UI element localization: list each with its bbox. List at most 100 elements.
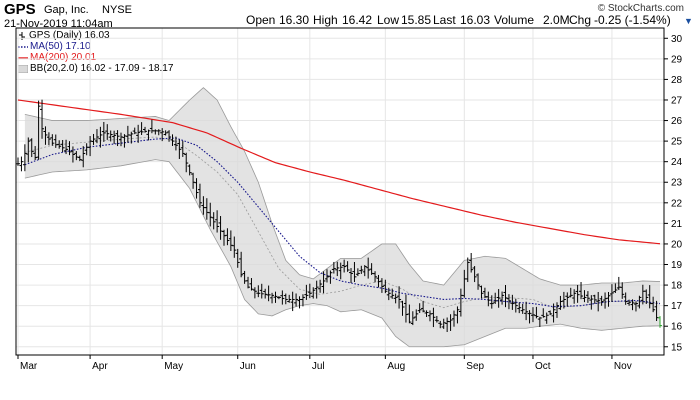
price-bar [520, 303, 525, 314]
price-bar [424, 310, 429, 318]
price-bar [91, 133, 96, 145]
price-bar [50, 134, 55, 146]
price-bar [644, 289, 649, 305]
chg-down-arrow-icon: ▼ [684, 16, 693, 26]
price-bar [503, 285, 508, 308]
price-bar [469, 252, 474, 273]
price-bar [579, 282, 584, 300]
price-bar [414, 309, 419, 321]
y-tick-label: 18 [671, 281, 683, 292]
price-bar [537, 316, 542, 328]
price-bar [328, 270, 333, 284]
price-bar [524, 301, 529, 321]
price-bar [105, 124, 110, 140]
price-bar [345, 261, 350, 272]
price-bar [555, 302, 560, 318]
price-bar [115, 130, 120, 147]
price-bar [527, 310, 532, 324]
bollinger-middle-line [24, 136, 661, 309]
y-tick-label: 23 [671, 178, 683, 189]
change-label: Chg [569, 13, 592, 27]
price-bar [184, 152, 189, 173]
price-bar [170, 134, 175, 146]
price-bar [324, 269, 329, 283]
price-bar [77, 155, 82, 162]
price-bar [29, 138, 34, 158]
price-bar [479, 285, 484, 299]
price-bar [215, 210, 220, 233]
legend-item-ma200: MA(200) 20.01 [18, 52, 173, 63]
change-value: -0.25 (-1.54%) [594, 13, 671, 27]
price-bar [359, 265, 364, 274]
price-bar [81, 146, 86, 168]
price-bar [19, 156, 24, 172]
price-bar [623, 292, 628, 305]
price-bar [400, 300, 405, 316]
price-bar [496, 289, 501, 308]
price-bar [658, 316, 662, 328]
price-bar [112, 130, 117, 144]
price-bar [146, 129, 151, 141]
price-bar [108, 130, 113, 142]
price-bar [613, 283, 618, 293]
price-bar [276, 296, 281, 300]
legend-item-bb: BB(20,2.0) 16.02 - 17.09 - 18.17 [18, 63, 173, 74]
price-bar [530, 307, 535, 323]
price-bar [342, 259, 347, 273]
price-bar [287, 294, 292, 303]
price-bar [476, 273, 481, 290]
price-bar [410, 311, 415, 326]
price-bar [352, 262, 357, 283]
price-bar [510, 294, 515, 310]
price-bar [589, 295, 594, 310]
price-bar [67, 141, 72, 156]
price-bar [283, 293, 288, 305]
price-bar [599, 295, 604, 306]
price-bar [609, 284, 614, 302]
price-bar [472, 266, 477, 283]
price-bar [565, 292, 570, 307]
high-label: High [313, 13, 338, 27]
price-bar [294, 293, 299, 307]
price-bar [465, 257, 470, 283]
price-bar [43, 126, 48, 145]
price-bar [273, 291, 278, 303]
price-bar [627, 299, 632, 306]
price-bar [290, 291, 295, 312]
price-bar [493, 292, 498, 304]
price-bar [280, 290, 285, 305]
price-bar [225, 228, 230, 246]
price-bar [64, 139, 69, 155]
price-bar [407, 304, 412, 324]
price-bar [232, 236, 237, 258]
price-bar [417, 303, 422, 313]
price-bar [431, 307, 436, 328]
last-label: Last [433, 13, 456, 27]
price-bar [167, 130, 172, 142]
ma50-line [24, 137, 661, 308]
price-bar [575, 285, 580, 303]
price-bar [300, 294, 305, 307]
price-bar [513, 298, 518, 313]
price-bar [180, 140, 185, 157]
price-bar [173, 136, 178, 151]
price-bar [194, 178, 199, 199]
price-bar [585, 291, 590, 303]
y-tick-label: 15 [671, 342, 683, 353]
price-bar [101, 121, 106, 142]
x-tick-label: Mar [20, 361, 38, 372]
legend-bb-label: BB(20,2.0) 16.02 - 17.09 - 18.17 [30, 63, 174, 74]
y-tick-label: 26 [671, 116, 683, 127]
price-bar [386, 287, 391, 301]
x-tick-label: Apr [92, 361, 108, 372]
quote-datetime: 21-Nov-2019 11:04am [4, 18, 113, 30]
y-tick-label: 21 [671, 219, 683, 230]
open-value: 16.30 [279, 13, 310, 27]
price-bar [534, 306, 539, 319]
price-bar [94, 129, 99, 144]
price-bar [235, 248, 240, 268]
price-bar [304, 284, 309, 300]
price-bar [331, 261, 336, 274]
y-tick-label: 22 [671, 198, 683, 209]
price-bar [335, 261, 340, 277]
